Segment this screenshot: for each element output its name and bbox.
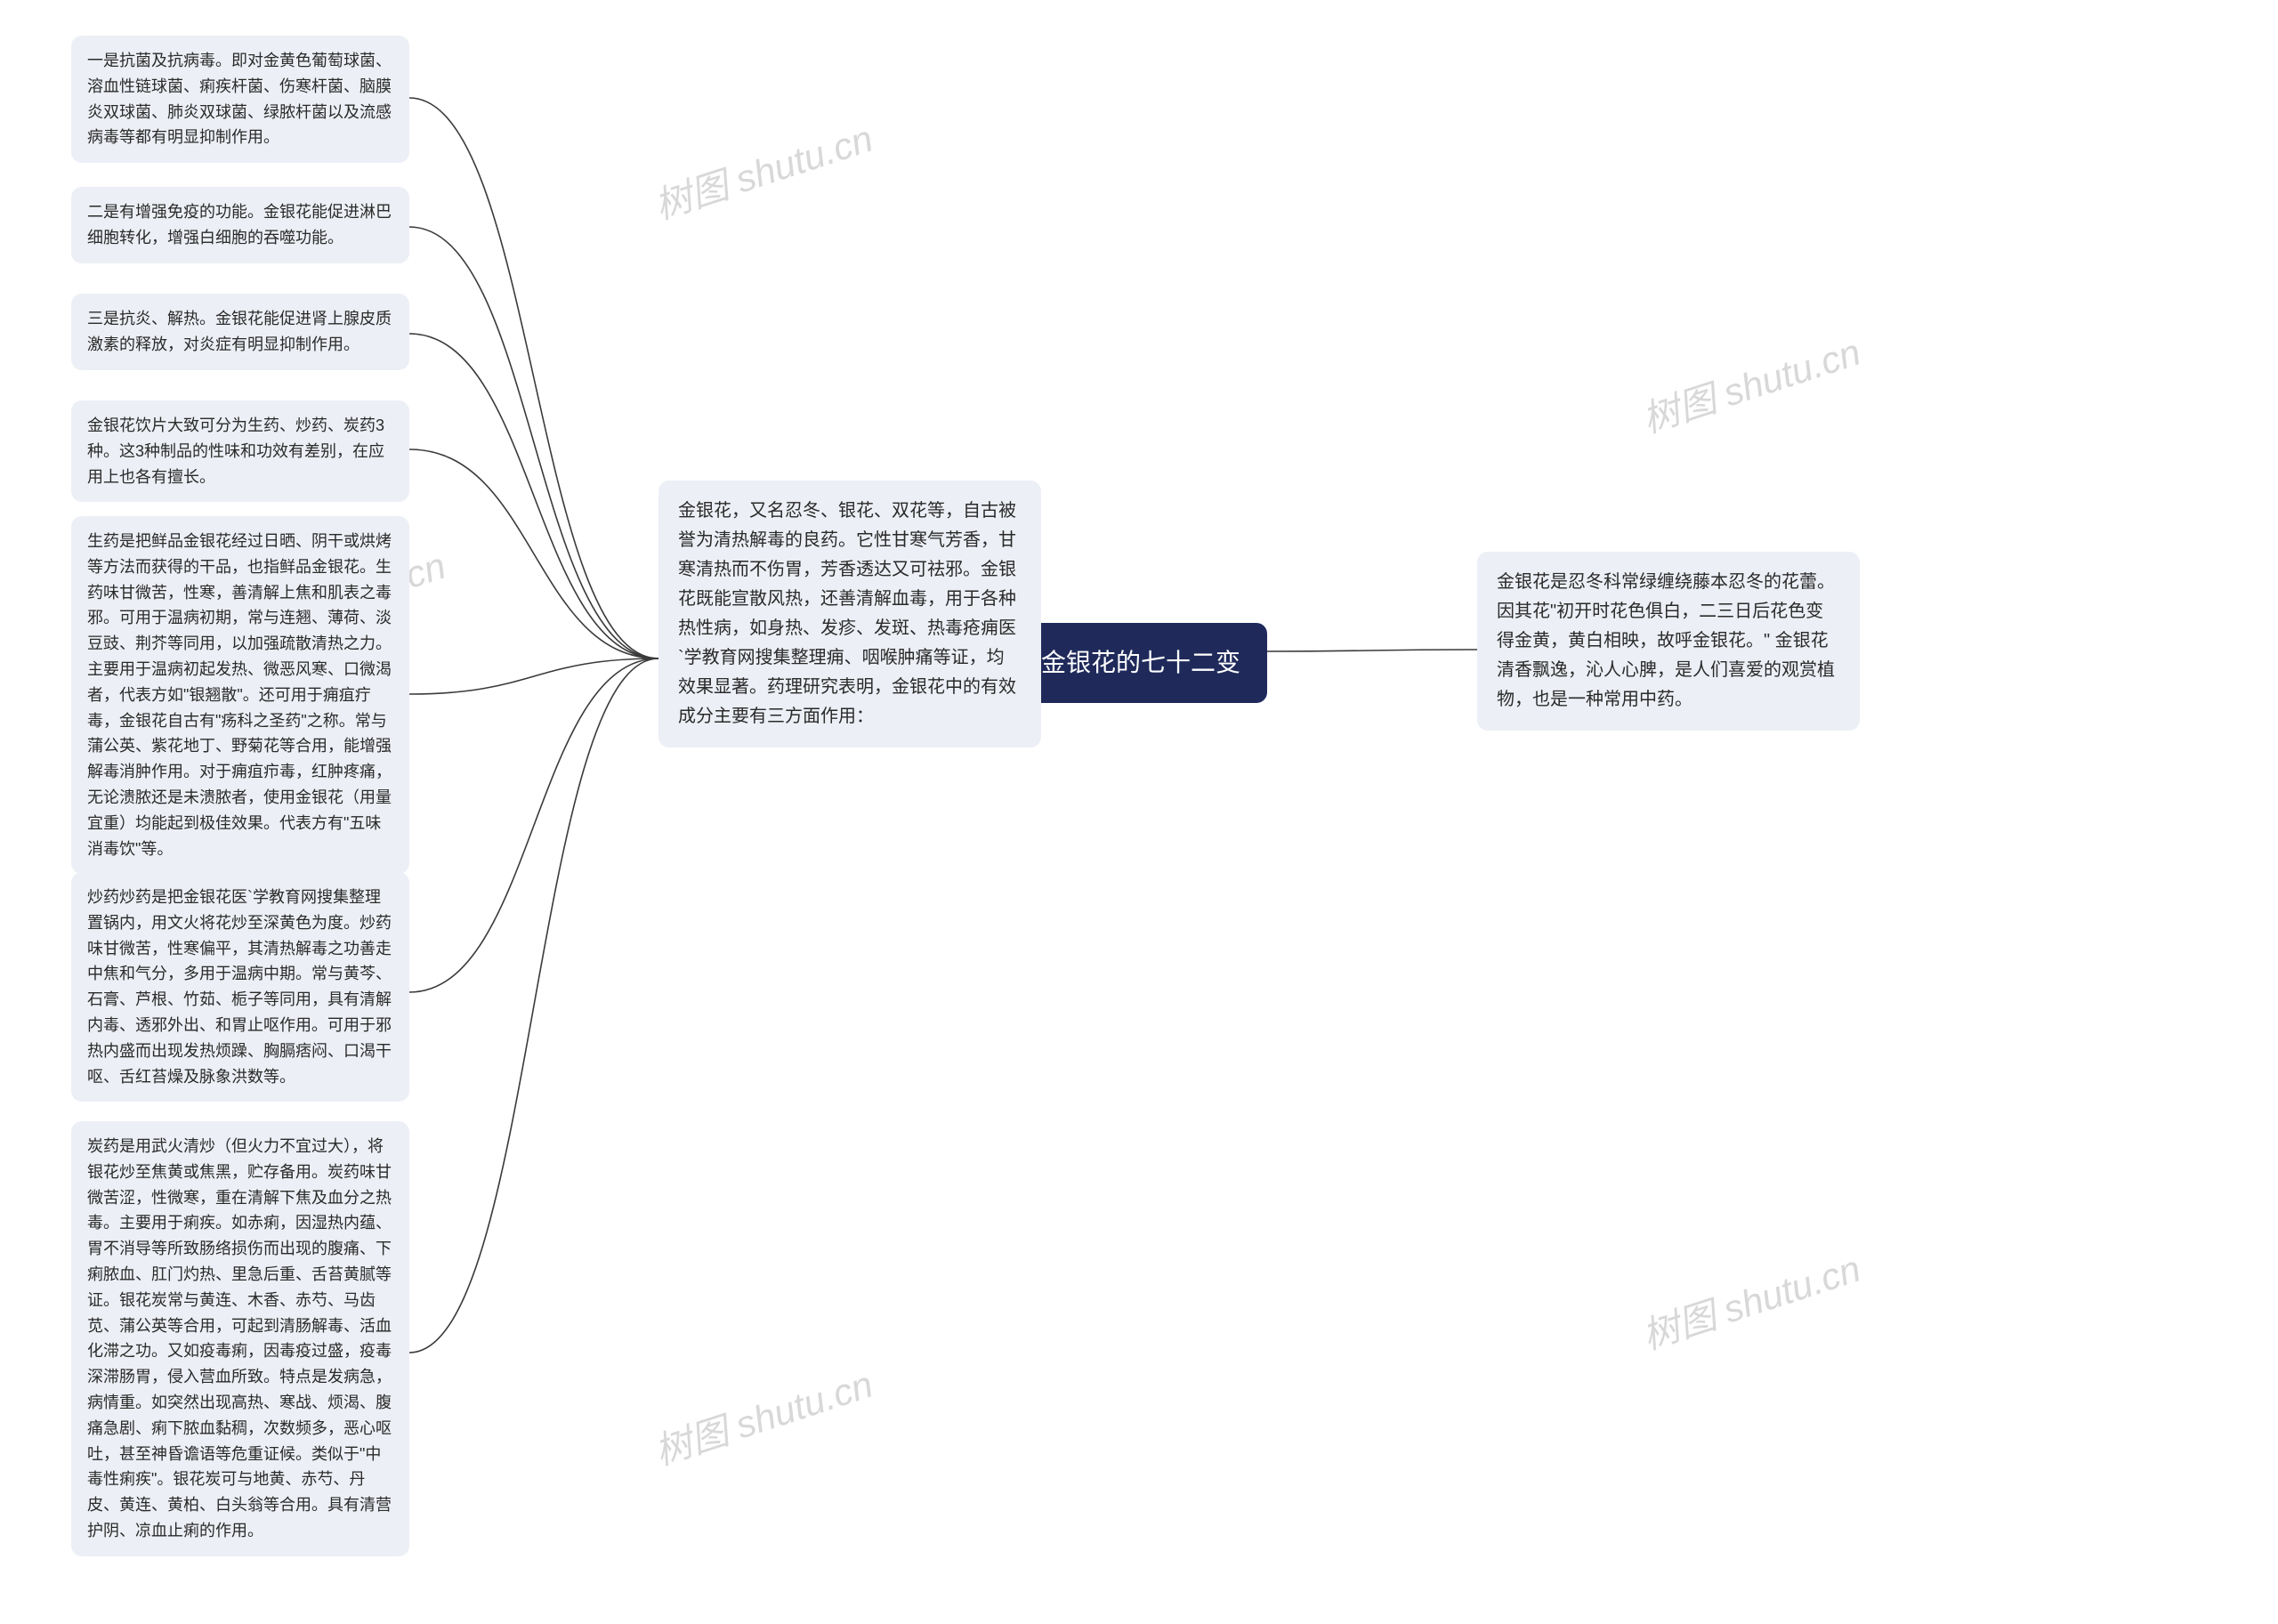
right-node[interactable]: 金银花是忍冬科常绿缠绕藤本忍冬的花蕾。因其花"初开时花色俱白，二三日后花色变得金… (1477, 552, 1860, 731)
mindmap-canvas: 树图 shutu.cn 树图 shutu.cn 树图 shutu.cn 树图 shut… (0, 0, 2278, 1624)
leaf-node[interactable]: 一是抗菌及抗病毒。即对金黄色葡萄球菌、溶血性链球菌、痢疾杆菌、伤寒杆菌、脑膜炎双… (71, 36, 409, 163)
watermark: 树图 shutu.cn (1635, 322, 1867, 444)
leaf-node[interactable]: 生药是把鲜品金银花经过日晒、阴干或烘烤等方法而获得的干品，也指鲜品金银花。生药味… (71, 516, 409, 874)
leaf-node[interactable]: 炭药是用武火清炒（但火力不宜过大），将银花炒至焦黄或焦黑，贮存备用。炭药味甘微苦… (71, 1121, 409, 1556)
leaf-node[interactable]: 二是有增强免疫的功能。金银花能促进淋巴细胞转化，增强白细胞的吞噬功能。 (71, 187, 409, 263)
center-topic[interactable]: 金银花的七十二变 (1014, 623, 1267, 703)
leaf-node[interactable]: 三是抗炎、解热。金银花能促进肾上腺皮质激素的释放，对炎症有明显抑制作用。 (71, 294, 409, 370)
watermark: 树图 shutu.cn (647, 1354, 879, 1476)
intro-node[interactable]: 金银花，又名忍冬、银花、双花等，自古被誉为清热解毒的良药。它性甘寒气芳香，甘寒清… (658, 481, 1041, 747)
watermark: 树图 shutu.cn (1635, 1239, 1867, 1361)
leaf-node[interactable]: 金银花饮片大致可分为生药、炒药、炭药3种。这3种制品的性味和功效有差别，在应用上… (71, 400, 409, 502)
leaf-node[interactable]: 炒药炒药是把金银花医`学教育网搜集整理置锅内，用文火将花炒至深黄色为度。炒药味甘… (71, 872, 409, 1102)
watermark: 树图 shutu.cn (647, 109, 879, 230)
